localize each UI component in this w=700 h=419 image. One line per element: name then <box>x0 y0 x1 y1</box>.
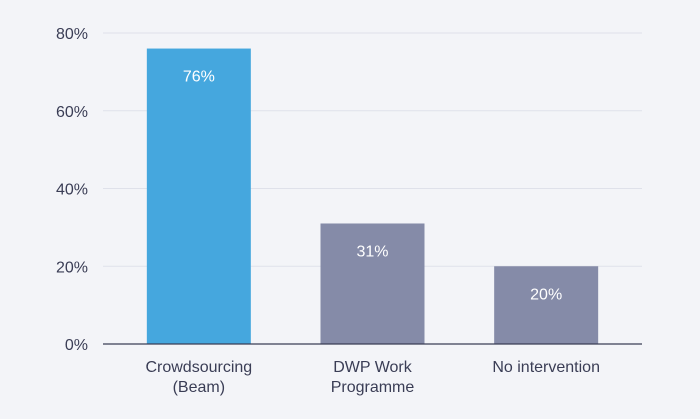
y-tick-label: 0% <box>65 337 88 354</box>
y-tick-label: 60% <box>56 104 88 121</box>
y-tick-label: 20% <box>56 259 88 276</box>
x-tick-label: DWP Work Programme <box>331 359 415 396</box>
y-tick-label: 80% <box>56 26 88 43</box>
x-tick-label: No intervention <box>492 359 600 376</box>
y-tick-label: 40% <box>56 182 88 199</box>
data-label: 76% <box>183 69 215 86</box>
x-tick-label: Crowdsourcing (Beam) <box>145 359 252 396</box>
labels: 0% 20% 40% 60% 80% 76% Crowdsourcing (Beam) 31% D… <box>56 26 600 396</box>
bars <box>146 48 599 345</box>
bar <box>494 266 599 344</box>
data-label: 20% <box>530 286 562 303</box>
data-label: 31% <box>356 243 388 260</box>
bar <box>146 48 251 345</box>
bar <box>320 223 425 344</box>
